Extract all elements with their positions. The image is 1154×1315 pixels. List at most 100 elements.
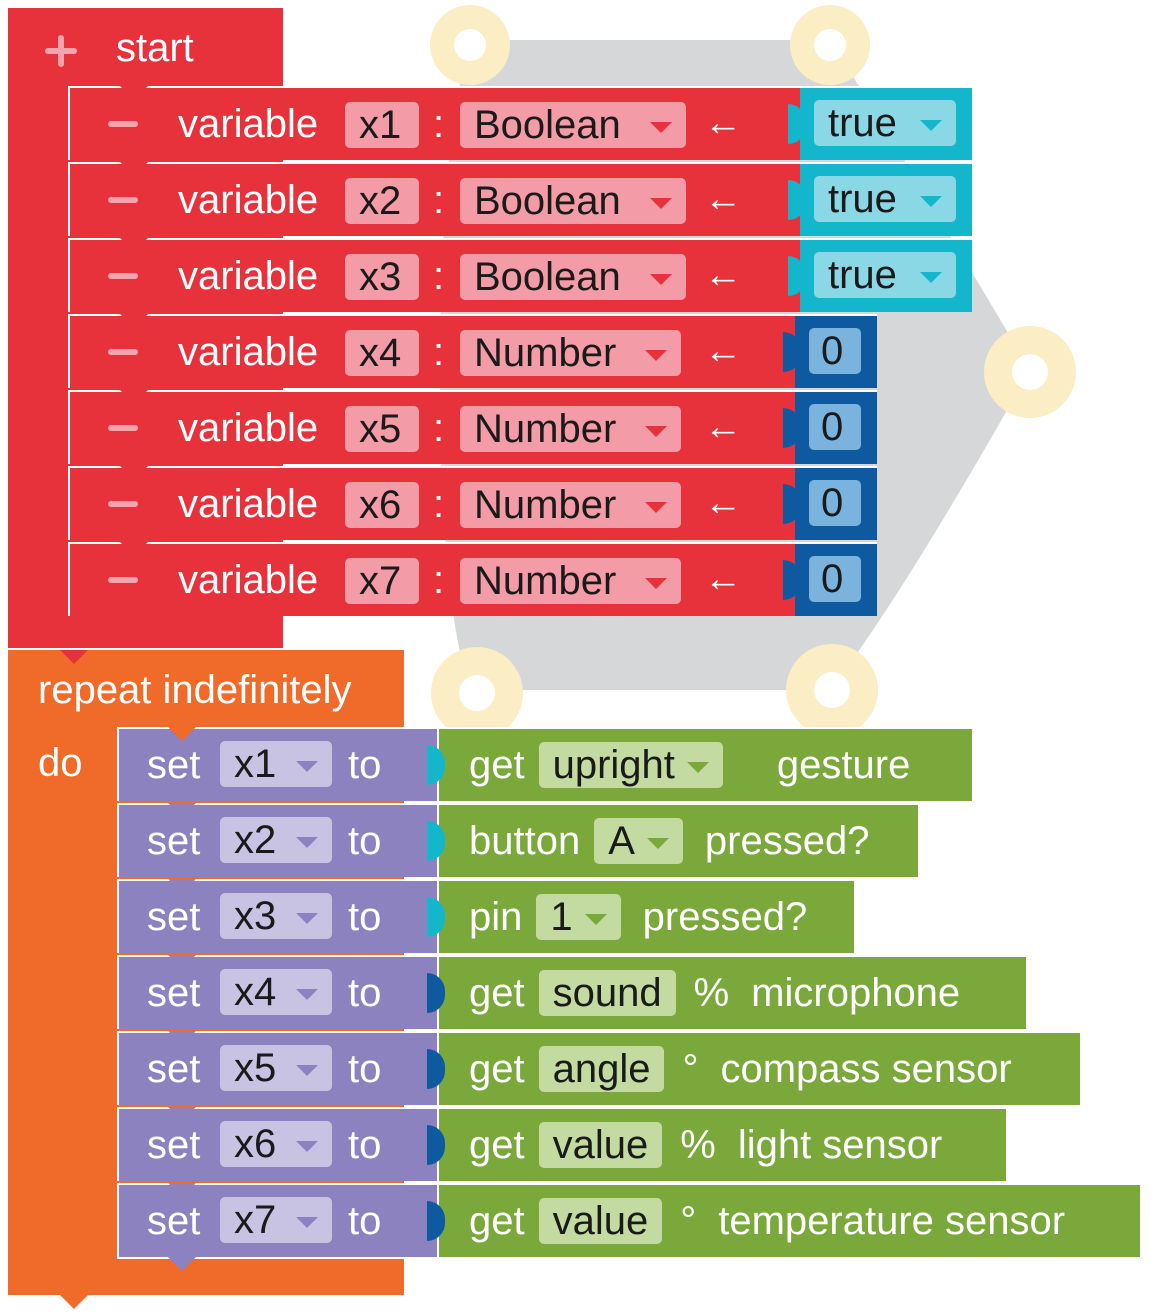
sensor-option-field[interactable]: sound bbox=[538, 970, 676, 1016]
chevron-down-icon bbox=[645, 350, 667, 361]
boolean-value-block[interactable]: true bbox=[788, 86, 972, 160]
chevron-down-icon bbox=[296, 989, 318, 1000]
block-notch bbox=[120, 466, 148, 480]
variable-keyword: variable bbox=[178, 482, 319, 526]
variable-declaration-block[interactable]: variable x2 : Boolean ← bbox=[68, 162, 800, 236]
set-variable-block[interactable]: set x1 to bbox=[117, 727, 437, 801]
block-notch bbox=[168, 1183, 196, 1197]
variable-name-field[interactable]: x1 bbox=[345, 102, 419, 148]
type-dropdown[interactable]: Boolean bbox=[460, 254, 686, 300]
variable-dropdown[interactable]: x5 bbox=[220, 1045, 332, 1091]
variable-name-field[interactable]: x6 bbox=[345, 482, 419, 528]
to-keyword: to bbox=[348, 743, 382, 787]
type-dropdown[interactable]: Boolean bbox=[460, 102, 686, 148]
connector-tab bbox=[788, 180, 806, 220]
remove-icon[interactable] bbox=[108, 349, 138, 355]
set-variable-block[interactable]: set x4 to bbox=[117, 955, 437, 1029]
type-dropdown[interactable]: Number bbox=[460, 330, 681, 376]
variable-declaration-block[interactable]: variable x4 : Number ← bbox=[68, 314, 795, 388]
type-dropdown[interactable]: Number bbox=[460, 406, 681, 452]
chevron-down-icon bbox=[296, 1065, 318, 1076]
number-input[interactable]: 0 bbox=[809, 556, 861, 602]
type-dropdown[interactable]: Number bbox=[460, 482, 681, 528]
variable-name-field[interactable]: x3 bbox=[345, 254, 419, 300]
remove-icon[interactable] bbox=[108, 501, 138, 507]
boolean-dropdown[interactable]: true bbox=[814, 100, 956, 146]
variable-declaration-block[interactable]: variable x1 : Boolean ← bbox=[68, 86, 800, 160]
number-value-block[interactable]: 0 bbox=[783, 542, 877, 616]
sensor-reporter-block[interactable]: get upright gesture bbox=[427, 727, 972, 801]
variable-name-field[interactable]: x2 bbox=[345, 178, 419, 224]
remove-icon[interactable] bbox=[108, 197, 138, 203]
sensor-reporter-block[interactable]: get sound % microphone bbox=[427, 955, 1026, 1029]
variable-keyword: variable bbox=[178, 330, 319, 374]
variable-name-field[interactable]: x5 bbox=[345, 406, 419, 452]
sensor-prefix-label: button bbox=[469, 818, 581, 863]
sensor-reporter-block[interactable]: get angle ° compass sensor bbox=[427, 1031, 1080, 1105]
connector-tab bbox=[427, 1201, 445, 1241]
type-dropdown[interactable]: Boolean bbox=[460, 178, 686, 224]
connector-tab bbox=[427, 745, 445, 785]
sensor-reporter-block[interactable]: pin 1 pressed? bbox=[427, 879, 854, 953]
start-label: start bbox=[116, 26, 194, 70]
assign-arrow-icon: ← bbox=[704, 102, 742, 144]
variable-dropdown[interactable]: x4 bbox=[220, 969, 332, 1015]
type-dropdown[interactable]: Number bbox=[460, 558, 681, 604]
variable-dropdown[interactable]: x3 bbox=[220, 893, 332, 939]
sensor-option-field[interactable]: angle bbox=[538, 1046, 665, 1092]
type-label: Boolean bbox=[474, 103, 621, 147]
chevron-down-icon bbox=[584, 914, 607, 925]
set-variable-block[interactable]: set x5 to bbox=[117, 1031, 437, 1105]
chevron-down-icon bbox=[686, 762, 709, 773]
set-keyword: set bbox=[147, 1047, 201, 1091]
sensor-option-field[interactable]: value bbox=[538, 1122, 663, 1168]
set-variable-block[interactable]: set x6 to bbox=[117, 1107, 437, 1181]
unit-label: % bbox=[680, 1122, 716, 1167]
number-value-block[interactable]: 0 bbox=[783, 390, 877, 464]
sensor-reporter-block[interactable]: button A pressed? bbox=[427, 803, 918, 877]
variable-declaration-block[interactable]: variable x3 : Boolean ← bbox=[68, 238, 800, 312]
remove-icon[interactable] bbox=[108, 121, 138, 127]
variable-dropdown[interactable]: x7 bbox=[220, 1197, 332, 1243]
remove-icon[interactable] bbox=[108, 577, 138, 583]
sensor-option-field[interactable]: A bbox=[594, 818, 683, 864]
variable-declaration-block[interactable]: variable x5 : Number ← bbox=[68, 390, 795, 464]
number-value-block[interactable]: 0 bbox=[783, 466, 877, 540]
unit-label: ° bbox=[682, 1046, 699, 1091]
variable-declaration-block[interactable]: variable x7 : Number ← bbox=[68, 542, 795, 616]
boolean-dropdown[interactable]: true bbox=[814, 176, 956, 222]
variable-label: x7 bbox=[234, 1198, 277, 1242]
sensor-name-label: pressed? bbox=[642, 894, 808, 939]
variable-dropdown[interactable]: x2 bbox=[220, 817, 332, 863]
variable-dropdown[interactable]: x6 bbox=[220, 1121, 332, 1167]
remove-icon[interactable] bbox=[108, 273, 138, 279]
sensor-reporter-block[interactable]: get value % light sensor bbox=[427, 1107, 1006, 1181]
boolean-value-block[interactable]: true bbox=[788, 238, 972, 312]
chevron-down-icon bbox=[650, 198, 672, 209]
variable-dropdown[interactable]: x1 bbox=[220, 741, 332, 787]
variable-name-field[interactable]: x4 bbox=[345, 330, 419, 376]
repeat-notch bbox=[60, 650, 88, 664]
boolean-value-block[interactable]: true bbox=[788, 162, 972, 236]
sensor-option-field[interactable]: 1 bbox=[536, 894, 621, 940]
variable-name-field[interactable]: x7 bbox=[345, 558, 419, 604]
number-input[interactable]: 0 bbox=[809, 328, 861, 374]
to-keyword: to bbox=[348, 1123, 382, 1167]
number-input[interactable]: 0 bbox=[809, 404, 861, 450]
remove-icon[interactable] bbox=[108, 425, 138, 431]
plus-icon[interactable] bbox=[45, 35, 77, 67]
sensor-prefix-label: get bbox=[469, 1046, 525, 1091]
sensor-option-field[interactable]: value bbox=[538, 1198, 663, 1244]
sensor-reporter-block[interactable]: get value ° temperature sensor bbox=[427, 1183, 1140, 1257]
set-variable-block[interactable]: set x7 to bbox=[117, 1183, 437, 1257]
number-value-block[interactable]: 0 bbox=[783, 314, 877, 388]
type-label: Number bbox=[474, 331, 617, 375]
set-variable-block[interactable]: set x2 to bbox=[117, 803, 437, 877]
sensor-option-field[interactable]: upright bbox=[538, 742, 723, 788]
block-notch bbox=[120, 238, 148, 252]
boolean-dropdown[interactable]: true bbox=[814, 252, 956, 298]
chevron-down-icon bbox=[296, 1217, 318, 1228]
number-input[interactable]: 0 bbox=[809, 480, 861, 526]
variable-declaration-block[interactable]: variable x6 : Number ← bbox=[68, 466, 795, 540]
set-variable-block[interactable]: set x3 to bbox=[117, 879, 437, 953]
